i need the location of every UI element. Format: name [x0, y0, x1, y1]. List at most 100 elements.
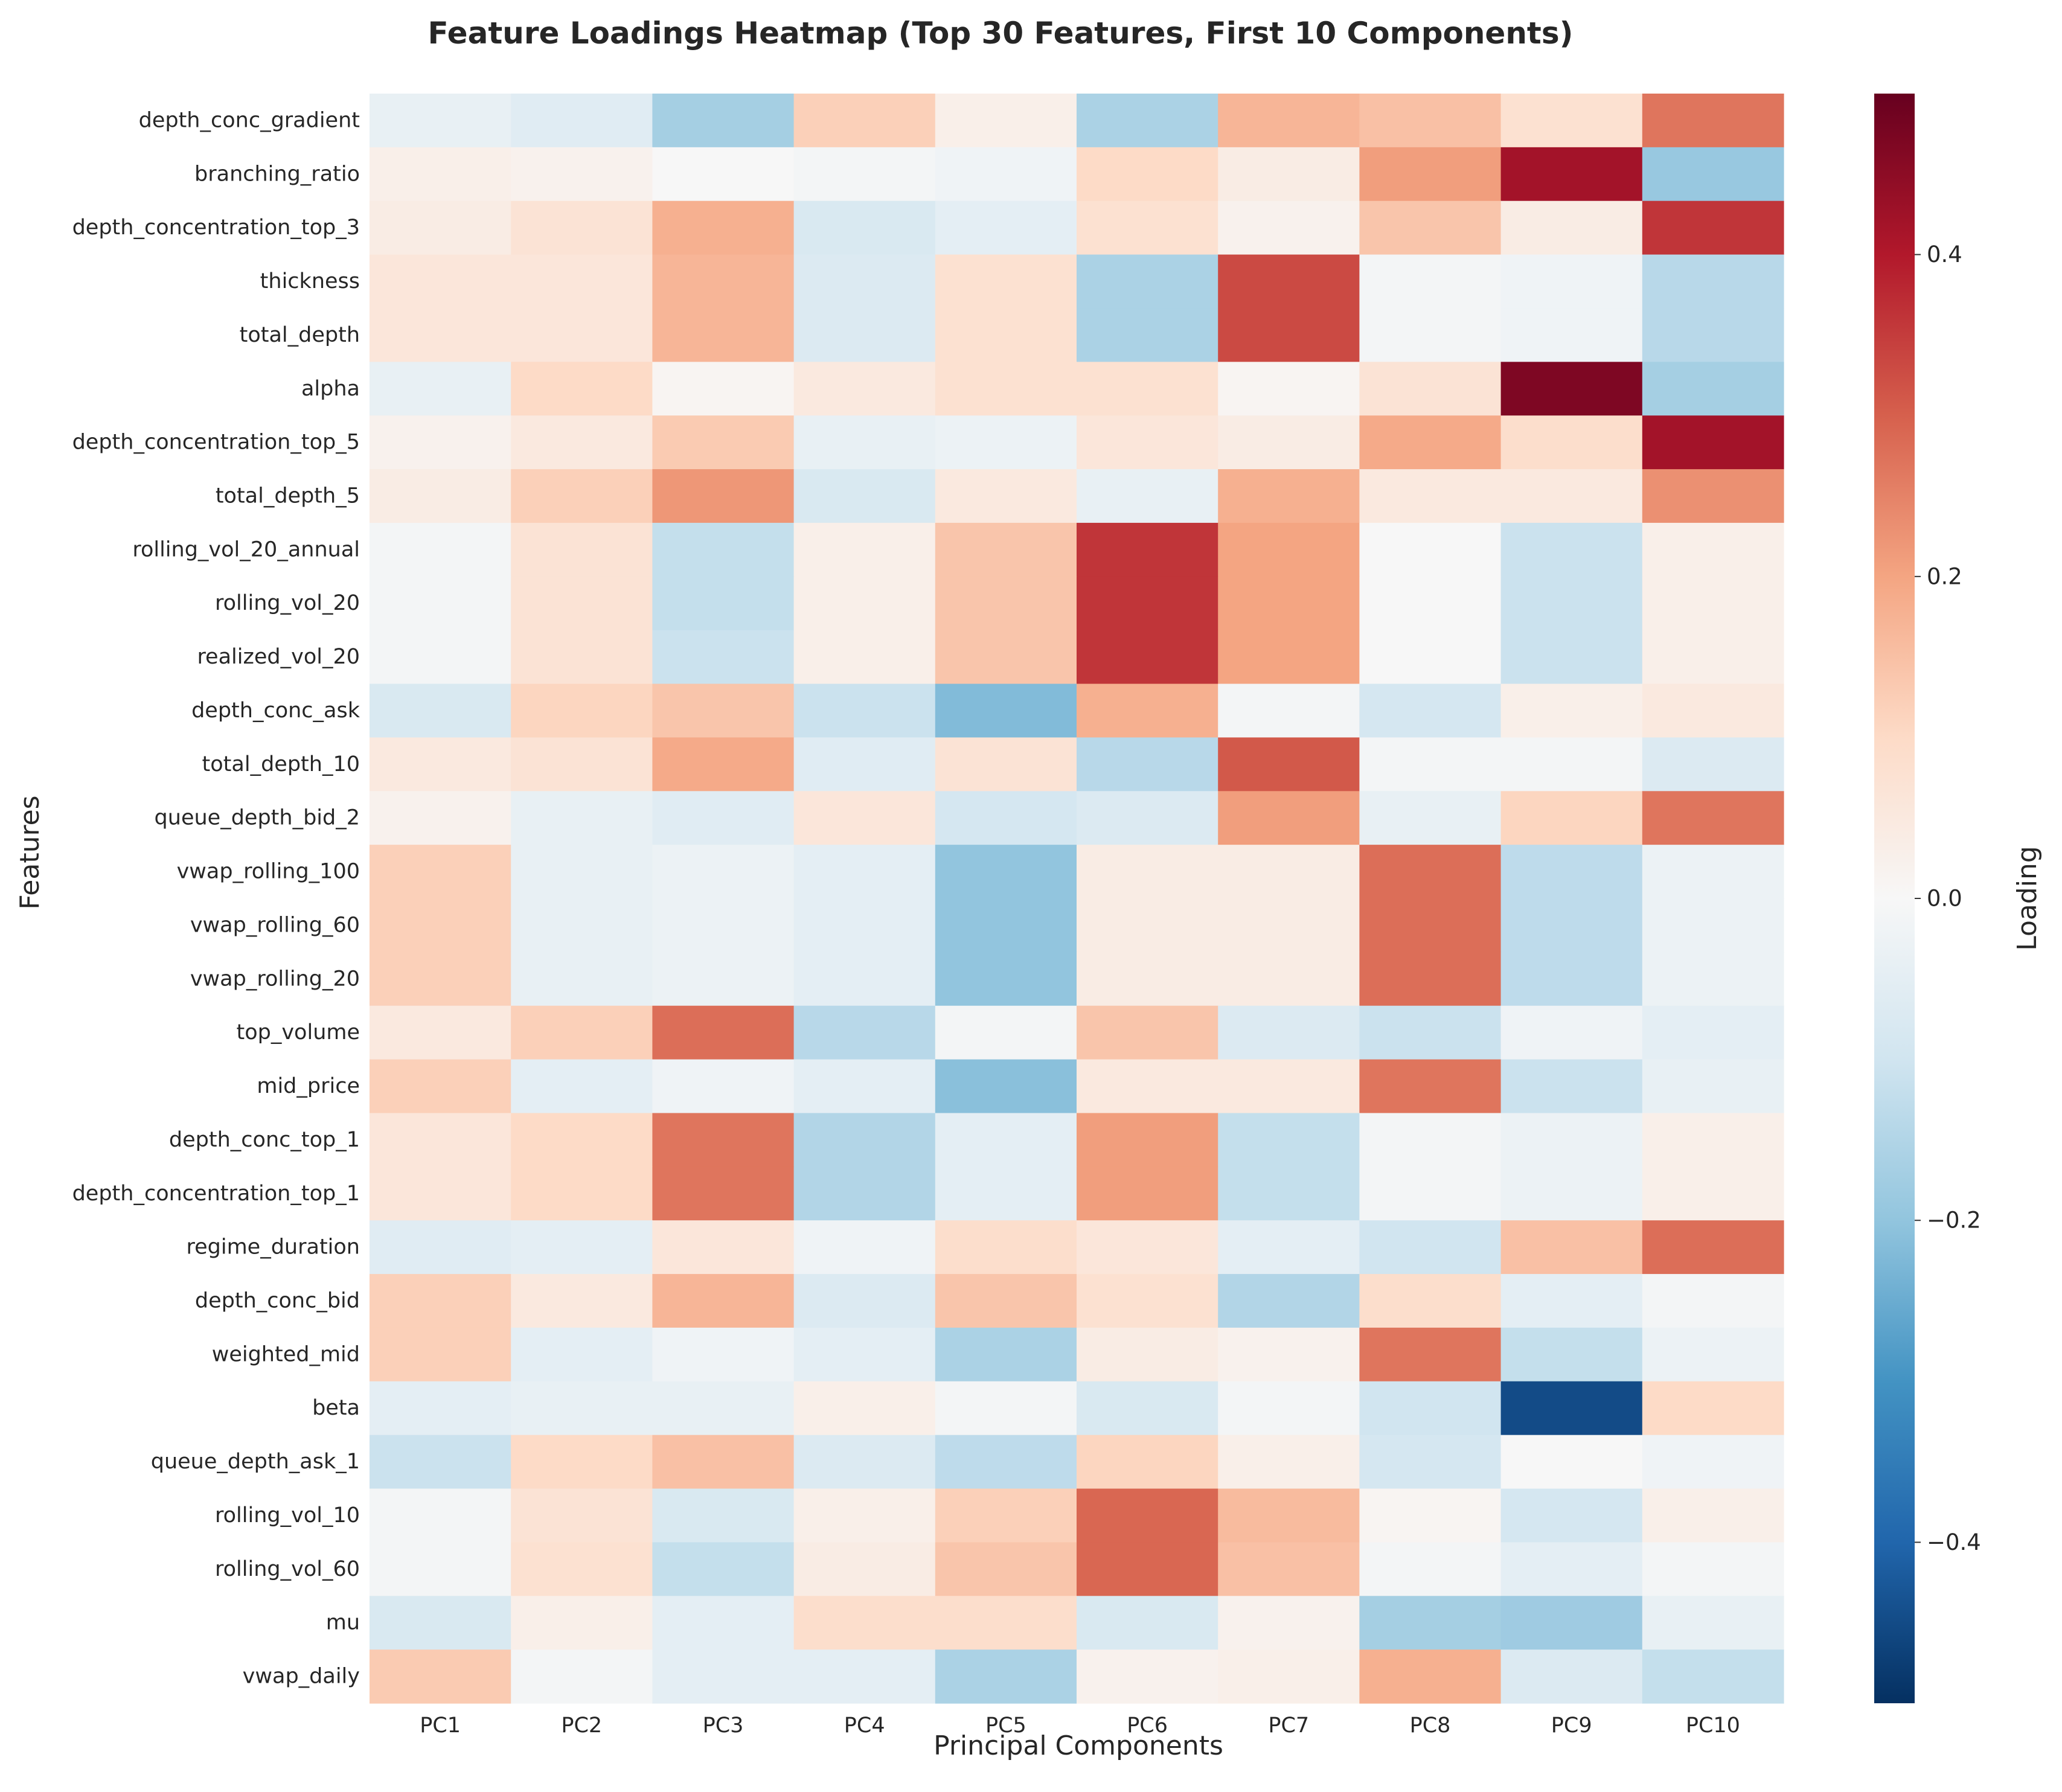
row-tick-label: rolling_vol_20_annual	[132, 537, 360, 562]
heatmap-cell	[1642, 1488, 1784, 1543]
heatmap-cell	[511, 1005, 653, 1060]
heatmap-cell	[652, 308, 795, 362]
heatmap-cell	[370, 415, 511, 470]
heatmap-cell	[793, 1220, 936, 1275]
heatmap-cell	[1077, 1113, 1218, 1167]
x-axis-label: Principal Components	[933, 1730, 1223, 1761]
heatmap-cell	[1077, 1435, 1218, 1490]
heatmap-cell	[652, 683, 795, 738]
heatmap-cell	[511, 1488, 653, 1543]
heatmap-cell	[652, 952, 795, 1006]
heatmap-cell	[935, 1220, 1077, 1275]
heatmap-cell	[793, 469, 936, 523]
heatmap-cell	[511, 1381, 653, 1436]
heatmap-cell	[1218, 1596, 1360, 1650]
heatmap-cells	[370, 94, 1784, 1704]
heatmap-cell	[1359, 415, 1502, 470]
heatmap-cell	[935, 1596, 1077, 1650]
heatmap-cell	[1218, 200, 1360, 255]
heatmap-cell	[1642, 576, 1784, 631]
heatmap-cell	[370, 1005, 511, 1060]
heatmap-cell	[652, 1005, 795, 1060]
heatmap-cell	[793, 737, 936, 792]
heatmap-cell	[511, 576, 653, 631]
heatmap-cell	[1218, 1435, 1360, 1490]
heatmap-cell	[1359, 1274, 1502, 1328]
heatmap-cell	[1077, 362, 1218, 416]
heatmap-cell	[1500, 1274, 1643, 1328]
heatmap-cell	[1077, 147, 1218, 202]
heatmap-cell	[652, 522, 795, 577]
heatmap-cell	[1642, 1220, 1784, 1275]
heatmap-cell	[1500, 147, 1643, 202]
heatmap-cell	[935, 522, 1077, 577]
heatmap-cell	[1077, 1220, 1218, 1275]
heatmap-cell	[1500, 1488, 1643, 1543]
heatmap-cell	[1500, 630, 1643, 685]
heatmap-cell	[935, 469, 1077, 523]
heatmap-cell	[1359, 362, 1502, 416]
row-tick-label: weighted_mid	[212, 1342, 360, 1366]
colorbar-label: Loading	[2012, 846, 2043, 951]
heatmap-cell	[793, 791, 936, 845]
row-tick-label: depth_conc_bid	[195, 1289, 360, 1313]
heatmap-cell	[1218, 1166, 1360, 1221]
heatmap-cell	[1077, 630, 1218, 685]
heatmap-cell	[1218, 308, 1360, 362]
heatmap-cell	[652, 845, 795, 899]
heatmap-cell	[1500, 845, 1643, 899]
heatmap-cell	[1218, 898, 1360, 953]
heatmap-cell	[652, 898, 795, 953]
row-tick-label: branching_ratio	[194, 162, 360, 186]
row-tick-label: vwap_rolling_20	[190, 967, 360, 991]
heatmap-cell	[370, 737, 511, 792]
column-tick-label: PC3	[703, 1714, 744, 1738]
heatmap-cell	[935, 898, 1077, 953]
heatmap-cell	[370, 1274, 511, 1328]
heatmap-cell	[1500, 1166, 1643, 1221]
heatmap-cell	[1642, 308, 1784, 362]
heatmap-cell	[1642, 200, 1784, 255]
heatmap-cell	[1359, 1488, 1502, 1543]
heatmap-cell	[511, 791, 653, 845]
heatmap-cell	[652, 362, 795, 416]
heatmap-cell	[1218, 1274, 1360, 1328]
heatmap-cell	[1642, 1542, 1784, 1596]
colorbar-ticks: −0.4 −0.2 0.0 0.2 0.4	[1915, 242, 1981, 1555]
heatmap-cell	[793, 576, 936, 631]
heatmap-cell	[793, 522, 936, 577]
heatmap-cell	[1359, 1542, 1502, 1596]
heatmap-cell	[1500, 362, 1643, 416]
heatmap-cell	[1500, 415, 1643, 470]
heatmap-cell	[1642, 1327, 1784, 1382]
heatmap-cell	[935, 94, 1077, 148]
heatmap-cell	[511, 1274, 653, 1328]
row-tick-label: vwap_daily	[243, 1665, 360, 1689]
heatmap-cell	[1642, 469, 1784, 523]
heatmap-cell	[1359, 737, 1502, 792]
heatmap-cell	[1218, 1220, 1360, 1275]
row-tick-label: depth_concentration_top_5	[72, 430, 360, 455]
heatmap-cell	[370, 254, 511, 309]
heatmap-cell	[1359, 522, 1502, 577]
heatmap-cell	[793, 898, 936, 953]
row-tick-label: rolling_vol_60	[215, 1557, 360, 1581]
heatmap-cell	[1642, 362, 1784, 416]
heatmap-cell	[1077, 683, 1218, 738]
colorbar-tick-label: −0.2	[1927, 1208, 1981, 1234]
heatmap-cell	[935, 1435, 1077, 1490]
column-tick-label: PC8	[1410, 1714, 1451, 1738]
heatmap-cell	[370, 1381, 511, 1436]
heatmap-cell	[935, 1113, 1077, 1167]
heatmap-cell	[1077, 94, 1218, 148]
heatmap-cell	[793, 1650, 936, 1704]
heatmap-cell	[1642, 1596, 1784, 1650]
column-tick-label: PC4	[844, 1714, 885, 1738]
row-tick-label: total_depth	[240, 323, 360, 347]
heatmap-cell	[511, 1166, 653, 1221]
heatmap-cell	[370, 630, 511, 685]
heatmap-cell	[1218, 1381, 1360, 1436]
heatmap-cell	[652, 1274, 795, 1328]
heatmap-cell	[1077, 1059, 1218, 1114]
heatmap-cell	[793, 1488, 936, 1543]
